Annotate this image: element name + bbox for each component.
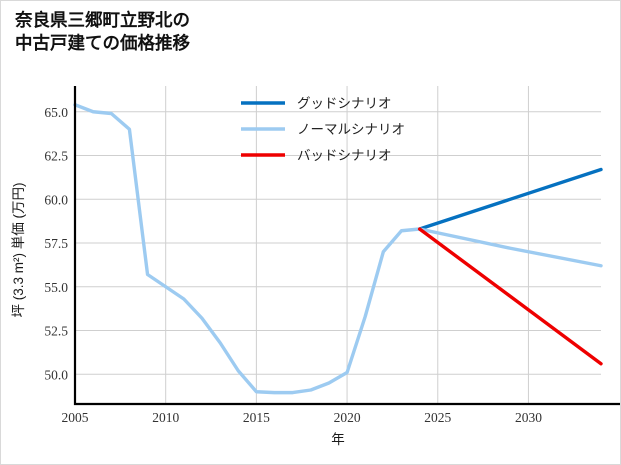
series-line-bad	[417, 227, 603, 366]
page-title: 奈良県三郷町立野北の 中古戸建ての価格推移	[15, 10, 190, 54]
x-axis-tick-labels: 2005 2010 2015 2020 2025 2030	[62, 410, 543, 425]
x-axis-title: 年	[331, 432, 345, 447]
series-lines	[73, 103, 603, 395]
y-tick-label: 57.5	[44, 236, 68, 251]
axis-spine	[73, 86, 620, 406]
legend-label: ノーマルシナリオ	[297, 122, 405, 137]
legend-label: グッドシナリオ	[297, 96, 392, 111]
y-axis-tick-labels: 50.0 52.5 55.0 57.5 60.0 62.5 65.0	[44, 105, 68, 383]
y-tick-label: 50.0	[44, 367, 68, 382]
series-line-normal	[73, 103, 603, 395]
x-tick-label: 2020	[334, 410, 361, 425]
y-axis-title: 坪 (3.3 m²) 単価 (万円)	[11, 183, 26, 318]
y-tick-label: 60.0	[44, 192, 68, 207]
x-tick-label: 2010	[152, 410, 179, 425]
x-tick-label: 2015	[243, 410, 270, 425]
y-tick-label: 55.0	[44, 280, 68, 295]
x-tick-label: 2030	[515, 410, 542, 425]
x-tick-label: 2025	[424, 410, 451, 425]
y-tick-label: 62.5	[44, 149, 68, 164]
axis-titles: 年 坪 (3.3 m²) 単価 (万円)	[11, 183, 345, 448]
y-tick-label: 52.5	[44, 324, 68, 339]
y-tick-label: 65.0	[44, 105, 68, 120]
legend-label: バッドシナリオ	[297, 148, 392, 163]
x-tick-label: 2005	[62, 410, 89, 425]
axis-spines	[73, 86, 620, 406]
series-line-good	[417, 167, 603, 231]
